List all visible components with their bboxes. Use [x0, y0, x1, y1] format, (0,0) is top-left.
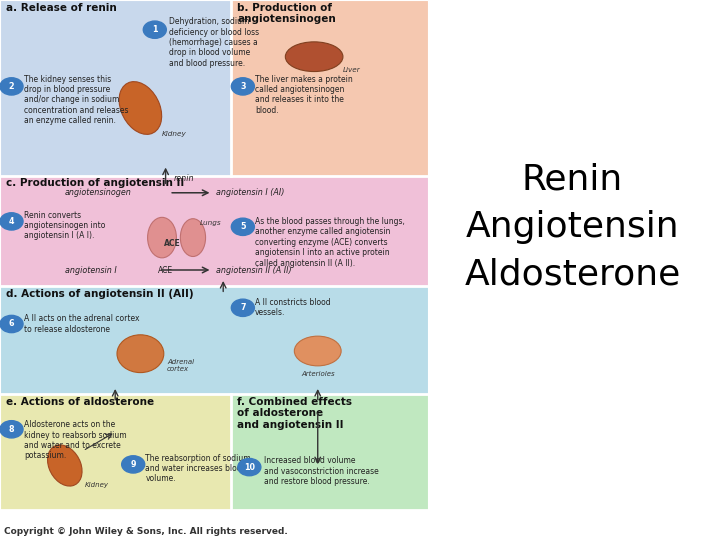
Text: Lungs: Lungs	[200, 220, 222, 226]
Text: 7: 7	[240, 303, 246, 312]
Text: f. Combined effects
of aldosterone
and angiotensin II: f. Combined effects of aldosterone and a…	[237, 397, 352, 430]
Text: 10: 10	[244, 463, 255, 471]
Ellipse shape	[148, 217, 176, 258]
Text: a. Release of renin: a. Release of renin	[6, 3, 117, 13]
Circle shape	[238, 458, 261, 476]
Text: 4: 4	[9, 217, 14, 226]
Text: As the blood passes through the lungs,
another enzyme called angiotensin
convert: As the blood passes through the lungs, a…	[255, 217, 405, 268]
Bar	[0, 0, 231, 176]
Text: ACE: ACE	[158, 266, 174, 275]
Text: d. Actions of angiotensin II (AII): d. Actions of angiotensin II (AII)	[6, 289, 194, 299]
Text: Dehydration, sodium
deficiency or blood loss
(hemorrhage) causes a
drop in blood: Dehydration, sodium deficiency or blood …	[169, 17, 259, 68]
Text: Liver: Liver	[343, 68, 361, 73]
Ellipse shape	[119, 82, 162, 134]
Text: c. Production of angiotensin II: c. Production of angiotensin II	[6, 178, 184, 188]
Circle shape	[0, 315, 23, 333]
Circle shape	[143, 21, 166, 38]
Text: 1: 1	[152, 25, 158, 34]
Text: renin: renin	[174, 174, 194, 183]
Circle shape	[231, 218, 254, 235]
Ellipse shape	[285, 42, 343, 71]
Text: A II constricts blood
vessels.: A II constricts blood vessels.	[255, 298, 330, 318]
Text: Renin converts
angiotensinogen into
angiotensin I (A I).: Renin converts angiotensinogen into angi…	[24, 211, 105, 240]
Ellipse shape	[181, 219, 206, 256]
Text: Kidney: Kidney	[85, 482, 109, 488]
Circle shape	[122, 456, 145, 473]
Text: ACE: ACE	[164, 239, 181, 248]
Text: 8: 8	[9, 425, 14, 434]
Text: A II acts on the adrenal cortex
to release aldosterone: A II acts on the adrenal cortex to relea…	[24, 314, 139, 334]
Text: angiotensinogen: angiotensinogen	[65, 188, 132, 198]
Bar	[231, 394, 428, 510]
Ellipse shape	[117, 335, 164, 373]
Ellipse shape	[48, 445, 82, 486]
Text: Arterioles: Arterioles	[301, 371, 335, 377]
Text: 3: 3	[240, 82, 246, 91]
Ellipse shape	[294, 336, 341, 366]
Text: b. Production of
angiotensinogen: b. Production of angiotensinogen	[237, 3, 336, 24]
Text: 9: 9	[130, 460, 136, 469]
Text: Copyright © John Wiley & Sons, Inc. All rights reserved.: Copyright © John Wiley & Sons, Inc. All …	[4, 526, 287, 536]
Circle shape	[231, 299, 254, 316]
Text: Increased blood volume
and vasoconstriction increase
and restore blood pressure.: Increased blood volume and vasoconstrict…	[264, 456, 379, 486]
Text: Adrenal
cortex: Adrenal cortex	[167, 359, 194, 372]
Bar	[0, 286, 428, 394]
Text: e. Actions of aldosterone: e. Actions of aldosterone	[6, 397, 154, 407]
Circle shape	[0, 78, 23, 95]
Bar	[231, 0, 428, 176]
Text: angiotensin I: angiotensin I	[65, 266, 117, 275]
Bar	[0, 176, 428, 286]
Text: The reabsorption of sodium
and water increases blood
volume.: The reabsorption of sodium and water inc…	[145, 454, 251, 483]
Text: The kidney senses this
drop in blood pressure
and/or change in sodium
concentrat: The kidney senses this drop in blood pre…	[24, 75, 128, 125]
Text: Kidney: Kidney	[162, 131, 186, 137]
Text: Aldosterone acts on the
kidney to reabsorb sodium
and water and to excrete
potas: Aldosterone acts on the kidney to reabso…	[24, 420, 127, 460]
Text: Renin
Angiotensin
Aldosterone: Renin Angiotensin Aldosterone	[464, 163, 680, 291]
Circle shape	[0, 421, 23, 438]
Text: angiotensin I (AI): angiotensin I (AI)	[216, 188, 284, 198]
Text: The liver makes a protein
called angiotensinogen
and releases it into the
blood.: The liver makes a protein called angiote…	[255, 75, 353, 114]
Circle shape	[231, 78, 254, 95]
Text: 6: 6	[9, 320, 14, 328]
Bar	[0, 394, 231, 510]
Text: angiotensin II (A II): angiotensin II (A II)	[216, 266, 292, 275]
Text: 5: 5	[240, 222, 246, 231]
Circle shape	[0, 213, 23, 230]
Text: 2: 2	[9, 82, 14, 91]
